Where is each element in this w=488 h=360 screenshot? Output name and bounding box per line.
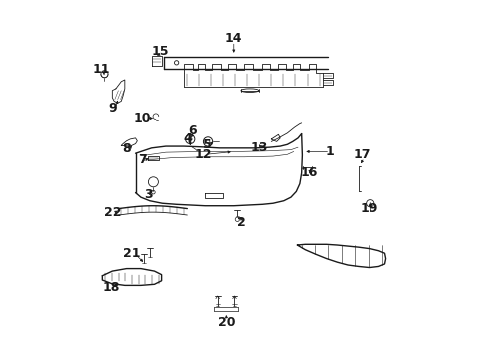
Text: 14: 14 (224, 32, 242, 45)
Text: 10: 10 (134, 112, 151, 125)
Text: 6: 6 (188, 124, 197, 137)
Text: 16: 16 (300, 166, 317, 179)
Text: 19: 19 (360, 202, 377, 215)
Text: 5: 5 (202, 138, 211, 151)
Text: 13: 13 (249, 141, 267, 154)
Text: 2: 2 (236, 216, 245, 229)
Text: 7: 7 (138, 153, 147, 166)
Text: 12: 12 (194, 148, 212, 161)
Text: 21: 21 (123, 247, 141, 260)
Text: 3: 3 (143, 188, 152, 201)
Text: 22: 22 (103, 206, 121, 219)
Text: 4: 4 (183, 132, 191, 145)
Text: 9: 9 (108, 102, 117, 115)
Text: 11: 11 (92, 63, 109, 76)
Text: 17: 17 (353, 148, 370, 162)
Text: 15: 15 (151, 45, 169, 58)
Text: 8: 8 (122, 142, 131, 155)
Text: 20: 20 (218, 316, 235, 329)
Text: 1: 1 (325, 145, 334, 158)
Text: 18: 18 (102, 281, 120, 294)
